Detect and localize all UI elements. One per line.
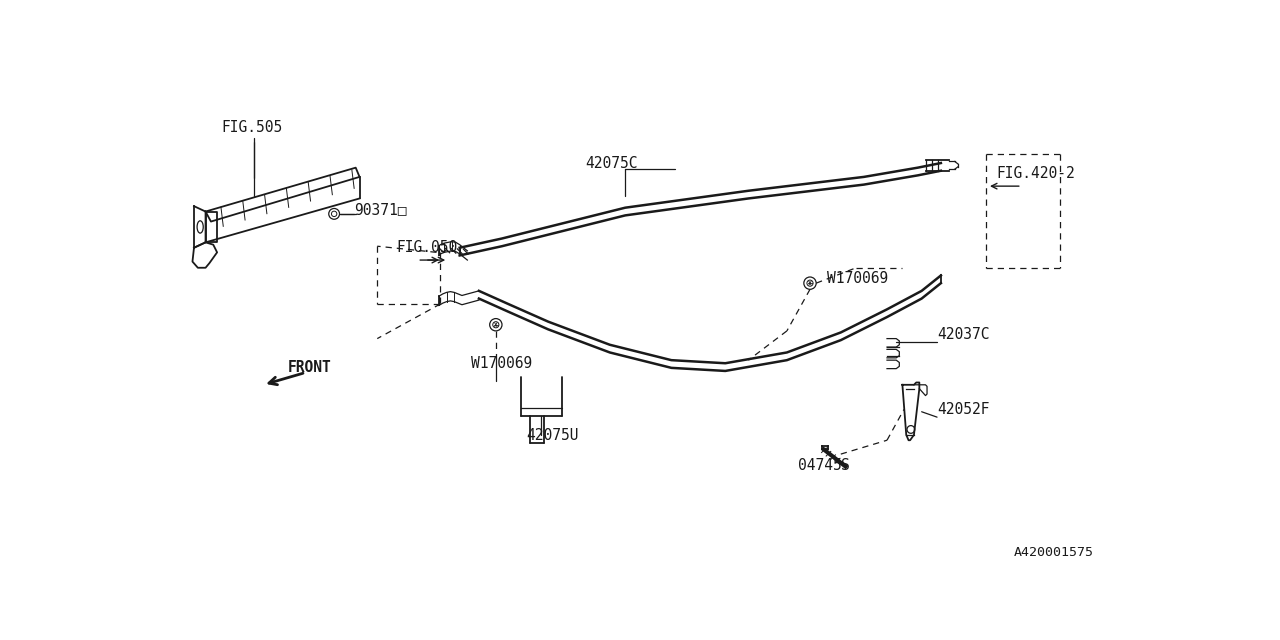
Text: FIG.420-2: FIG.420-2 bbox=[996, 166, 1075, 181]
Text: 04745: 04745 bbox=[799, 458, 842, 472]
Text: FIG.050: FIG.050 bbox=[397, 241, 458, 255]
Text: W170069: W170069 bbox=[827, 271, 888, 286]
Text: 42075C: 42075C bbox=[585, 156, 637, 171]
Text: 90371□: 90371□ bbox=[355, 202, 407, 217]
Text: 42037C: 42037C bbox=[937, 326, 989, 342]
Text: 42075U: 42075U bbox=[526, 428, 579, 444]
Text: 42052F: 42052F bbox=[937, 402, 989, 417]
Text: A420001575: A420001575 bbox=[1014, 546, 1094, 559]
Text: W170069: W170069 bbox=[471, 356, 532, 371]
Text: S: S bbox=[841, 458, 850, 472]
Text: FIG.505: FIG.505 bbox=[221, 120, 282, 135]
Text: FRONT: FRONT bbox=[288, 360, 332, 376]
